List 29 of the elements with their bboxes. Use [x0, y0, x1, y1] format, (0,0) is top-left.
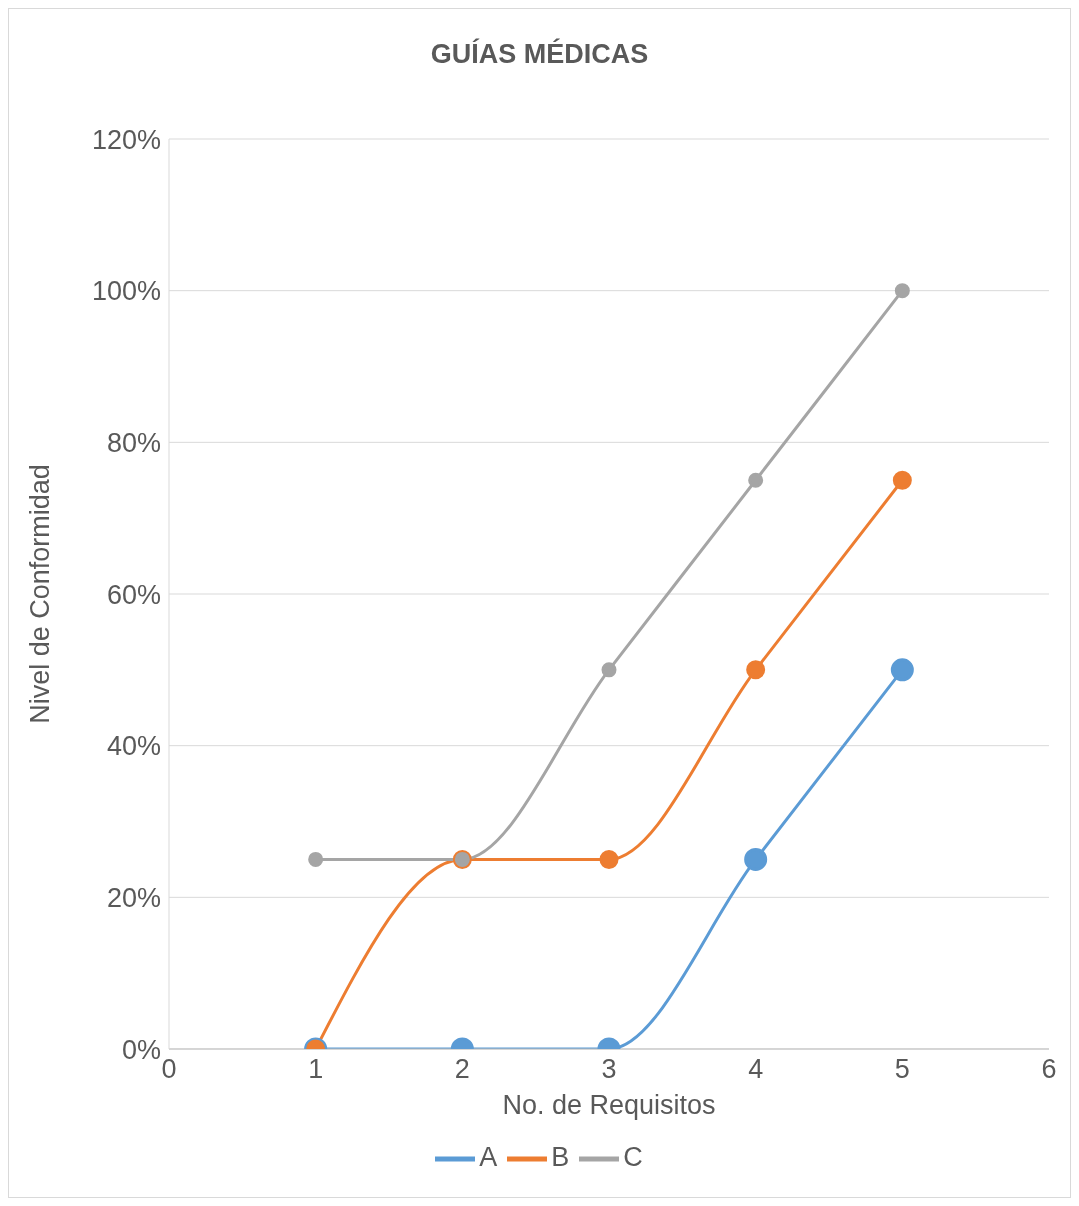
y-tick-label: 60% [106, 579, 161, 610]
chart-title: GUÍAS MÉDICAS [429, 37, 650, 71]
y-tick-label: 120% [91, 124, 161, 155]
point [746, 660, 766, 680]
point [744, 847, 768, 871]
x-tick-label: 3 [601, 1054, 617, 1085]
legend-label: B [551, 1142, 570, 1173]
point [308, 851, 324, 867]
x-tick-label: 0 [161, 1054, 177, 1085]
x-tick-label: 6 [1041, 1054, 1057, 1085]
y-tick-label: 80% [106, 427, 161, 458]
x-tick-label: 1 [308, 1054, 324, 1085]
point [748, 472, 764, 488]
y-tick-label: 0% [121, 1034, 161, 1065]
y-tick-label: 40% [106, 731, 161, 762]
point [894, 283, 910, 299]
x-axis-title: No. de Requisitos [502, 1090, 716, 1120]
legend-label: A [479, 1142, 498, 1173]
x-tick-label: 5 [894, 1054, 910, 1085]
point [890, 658, 914, 682]
legend-label: C [623, 1142, 643, 1173]
y-tick-label: 20% [106, 882, 161, 913]
x-tick-label: 2 [454, 1054, 470, 1085]
point [599, 849, 619, 869]
point [601, 662, 617, 678]
x-tick-label: 4 [748, 1054, 764, 1085]
y-axis-title: Nivel de Conformidad [24, 464, 55, 724]
point [892, 470, 912, 490]
y-tick-label: 100% [91, 276, 161, 307]
